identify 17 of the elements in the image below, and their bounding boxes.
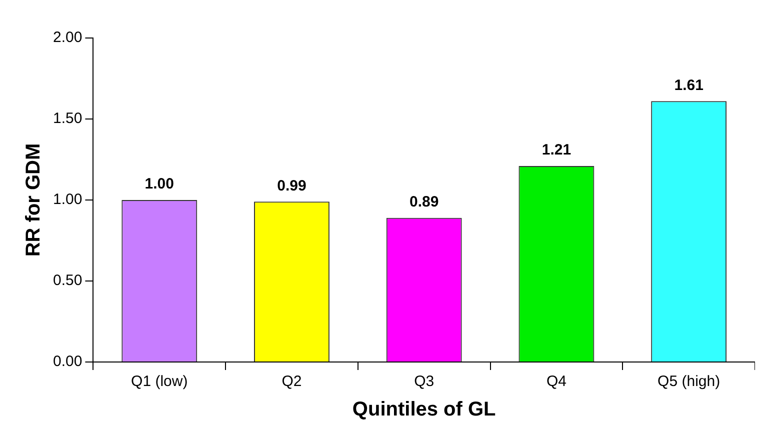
x-tick-label: Q2	[282, 373, 302, 390]
data-label: 1.61	[674, 76, 704, 94]
data-label: 1.21	[542, 142, 572, 159]
x-tick-label: Q4	[546, 373, 566, 390]
x-tick-label: Q5 (high)	[658, 373, 720, 390]
data-label: 0.99	[277, 177, 306, 194]
data-label: 1.00	[144, 176, 174, 193]
y-axis-title: RR for GDM	[22, 143, 45, 257]
y-tick-label: 0.50	[52, 272, 82, 290]
data-label: 0.89	[409, 193, 439, 210]
x-axis-title: Quintiles of GL	[352, 398, 496, 421]
x-tick-label: Q3	[414, 373, 434, 390]
y-tick-label: 2.00	[52, 29, 82, 46]
y-tick-label: 0.00	[52, 353, 82, 370]
y-tick-label: 1.00	[52, 191, 82, 208]
x-tick-label: Q1 (low)	[131, 373, 188, 390]
y-tick-label: 1.50	[52, 110, 82, 128]
